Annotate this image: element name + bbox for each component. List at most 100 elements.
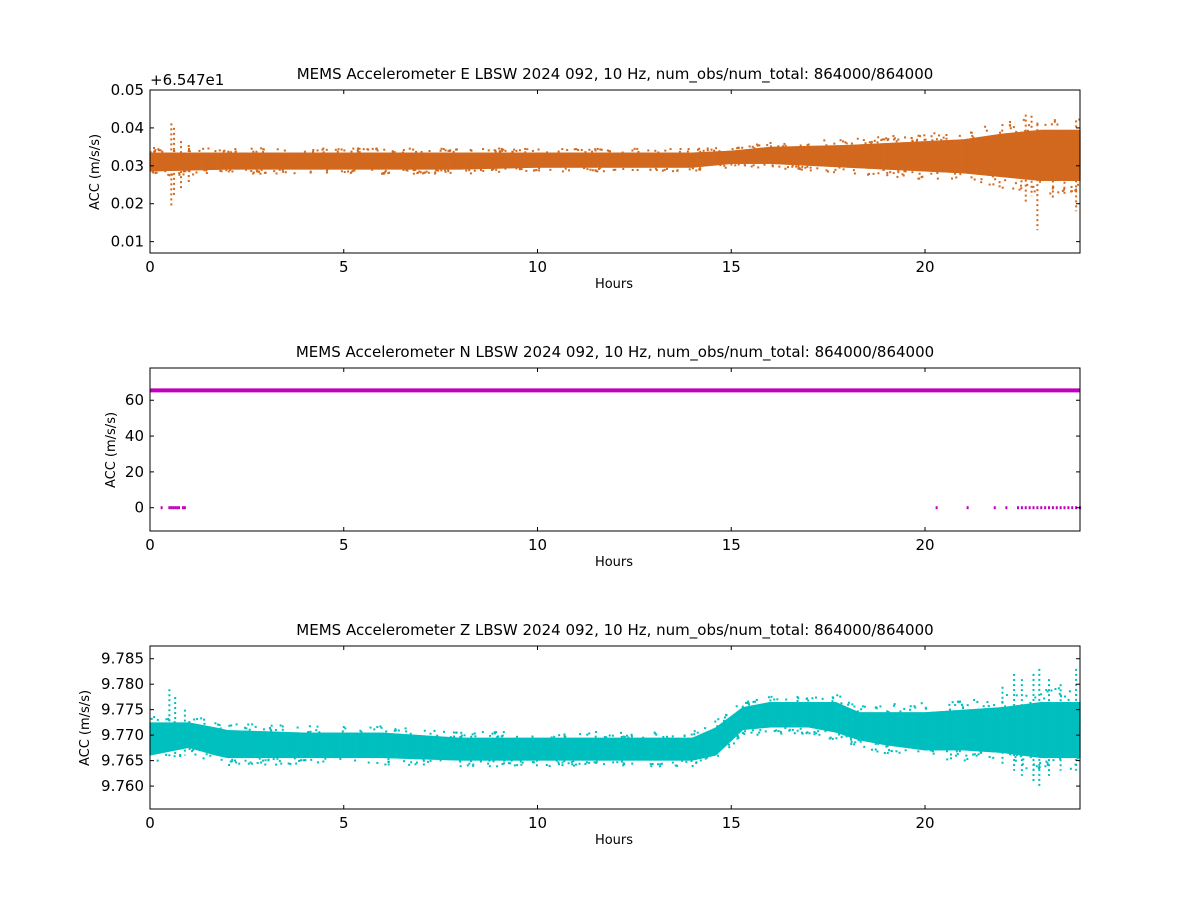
data-point [854,741,857,744]
data-point [1004,179,1007,182]
data-point [188,721,191,724]
data-point [678,150,681,153]
data-point [870,140,873,143]
data-point [851,703,854,706]
data-point [622,735,625,738]
data-point [654,149,657,152]
data-point [500,147,503,150]
data-point [886,171,889,174]
data-point [229,760,232,763]
data-point [650,765,653,768]
data-point [596,170,599,173]
data-point [699,759,702,762]
data-point [1051,187,1054,190]
data-point [1035,765,1038,768]
data-point [793,732,796,735]
data-point [248,728,251,731]
data-point [1077,183,1080,186]
data-point [736,737,739,740]
data-point [1071,506,1074,510]
data-point [876,141,879,144]
data-point [217,723,220,726]
data-point [859,740,862,743]
data-point [375,147,378,150]
data-point [1005,506,1008,510]
data-point [769,141,772,144]
data-point [550,736,553,739]
data-point [1061,189,1064,192]
data-point [276,757,279,760]
data-point [460,731,463,734]
data-point [958,700,961,703]
data-point [309,730,312,733]
data-point [1045,760,1048,763]
data-point [182,173,185,176]
data-point [203,718,206,721]
data-point [511,150,514,153]
x-tick-label: 0 [145,258,155,276]
data-point [923,138,926,141]
y-tick-label: 20 [125,463,144,481]
data-point [563,733,566,736]
data-point [993,704,996,707]
data-point [782,145,785,148]
data-point [227,150,230,153]
data-point [784,167,787,170]
data-point [304,759,307,762]
data-point [970,176,973,179]
data-point [597,168,600,171]
data-point [340,170,343,173]
data-point [563,735,566,738]
data-point [168,506,171,510]
data-point [343,171,346,174]
data-point [423,171,426,174]
data-point [252,171,255,174]
data-point [784,727,787,730]
data-point [1020,184,1023,187]
data-point [620,735,623,738]
data-point [771,165,774,168]
data-point [816,167,819,170]
y-tick-label: 0.02 [111,195,144,213]
data-point [783,142,786,145]
data-point [195,171,198,174]
data-point [1028,506,1031,510]
data-point [778,165,781,168]
data-point [788,728,791,731]
data-point [202,757,205,760]
data-point [737,163,740,166]
data-point [870,748,873,751]
data-point [734,164,737,167]
data-point [1022,758,1025,761]
data-point [910,137,913,140]
data-point [669,148,672,151]
data-point [847,703,850,706]
data-point [360,731,363,734]
data-point [710,148,713,151]
data-point [1043,697,1046,700]
data-point [1033,190,1036,193]
data-point [157,149,160,152]
data-point [931,750,934,753]
data-point [350,170,353,173]
data-point [436,734,439,737]
data-point [1032,506,1035,510]
data-point [938,134,941,137]
data-point [599,166,602,169]
data-point [515,735,518,738]
data-point [488,759,491,762]
data-point [293,757,296,760]
data-point [836,694,839,697]
data-point [873,139,876,142]
data-point [376,149,379,152]
data-point [1015,754,1018,757]
data-point [192,748,195,751]
data-point [647,149,650,152]
data-point [203,169,206,172]
data-point [337,148,340,151]
data-points [149,114,1081,231]
data-point [419,171,422,174]
data-point [393,151,396,154]
data-point [623,735,626,738]
